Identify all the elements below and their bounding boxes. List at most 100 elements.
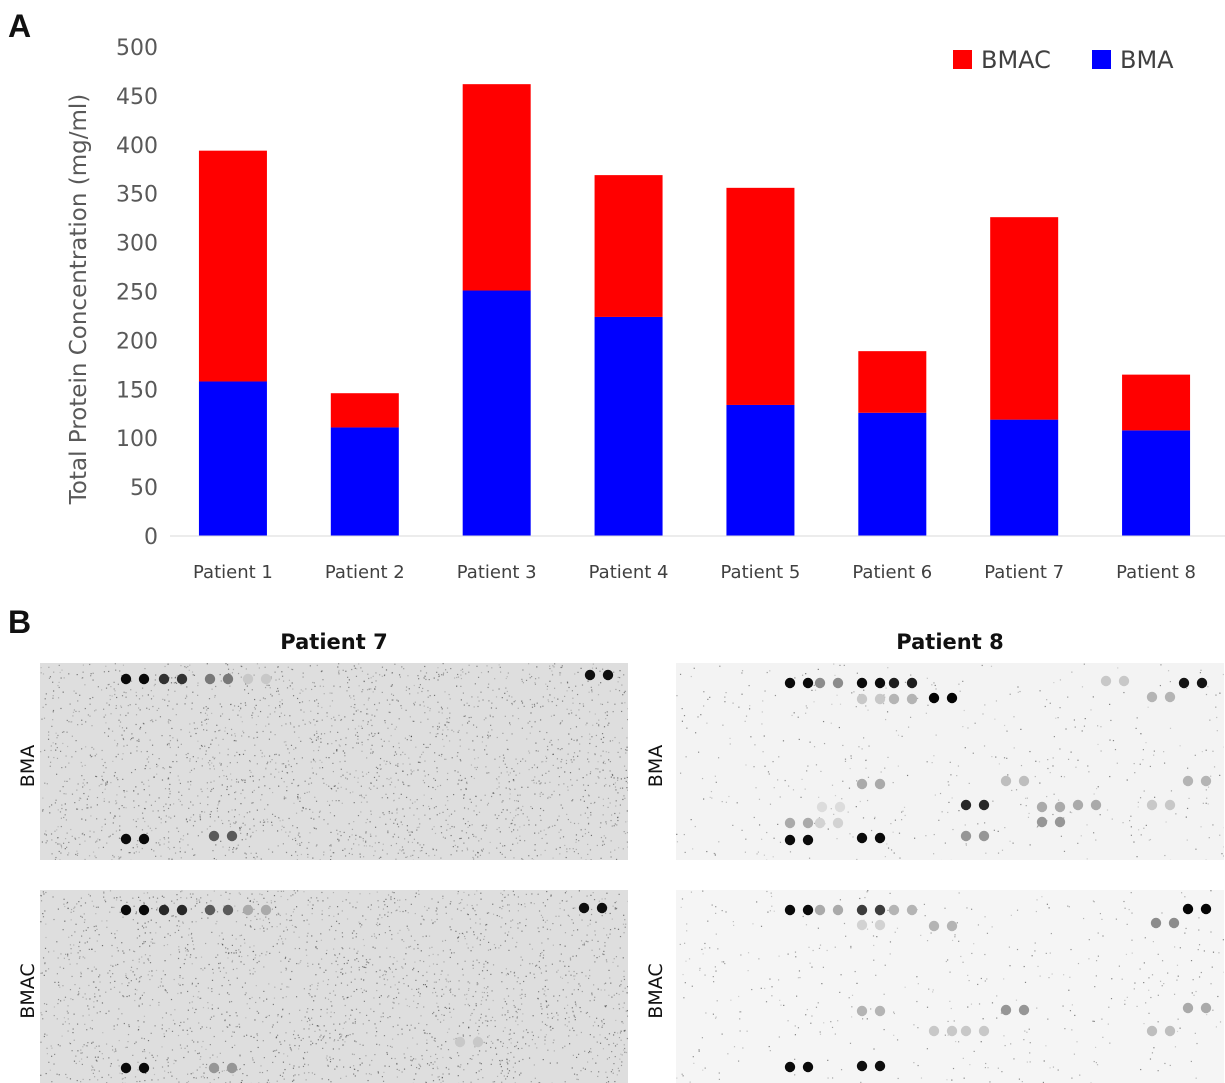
blot-noise <box>180 992 182 994</box>
blot-noise <box>124 1077 126 1079</box>
blot-noise <box>390 735 392 737</box>
blot-noise <box>627 719 628 721</box>
blot-noise <box>501 1014 503 1016</box>
blot-noise <box>475 922 477 924</box>
blot-noise <box>427 774 430 776</box>
blot-noise <box>60 825 62 828</box>
blot-noise <box>388 812 390 814</box>
blot-noise <box>293 748 295 750</box>
blot-noise <box>431 898 433 900</box>
blot-noise <box>525 893 527 896</box>
blot-noise <box>167 689 170 691</box>
blot-noise <box>220 706 223 708</box>
blot-noise <box>99 839 101 841</box>
blot-noise <box>239 827 241 830</box>
blot-noise <box>487 962 489 964</box>
blot-noise <box>521 1020 523 1022</box>
blot-noise <box>577 755 579 757</box>
blot-noise <box>153 850 155 852</box>
blot-noise <box>515 1020 517 1022</box>
blot-noise <box>346 690 348 692</box>
blot-noise <box>538 832 540 834</box>
blot-noise <box>424 760 426 762</box>
blot-noise <box>602 840 604 842</box>
blot-noise <box>507 1009 509 1012</box>
blot-noise <box>440 832 443 834</box>
blot-noise <box>480 933 482 935</box>
blot-noise <box>480 671 483 674</box>
blot-noise <box>546 928 549 930</box>
blot-noise <box>448 1007 451 1009</box>
blot-noise <box>135 703 137 705</box>
blot-noise <box>309 994 311 996</box>
blot-noise <box>298 947 301 950</box>
blot-noise <box>509 724 511 726</box>
blot-noise <box>410 773 412 775</box>
blot-noise <box>495 707 497 709</box>
blot-noise <box>361 727 363 729</box>
blot-noise <box>224 854 227 857</box>
blot-noise <box>381 916 383 919</box>
x-axis-ticks: Patient 1 Patient 2 Patient 3 Patient 4 Pati… <box>193 562 1196 583</box>
blot-noise <box>615 688 617 691</box>
blot-noise <box>219 752 221 754</box>
blot-noise <box>492 1042 494 1044</box>
blot-noise <box>610 982 612 984</box>
blot-spot <box>138 833 150 845</box>
blot-noise <box>50 749 52 752</box>
blot-noise <box>513 971 516 973</box>
blot-noise <box>166 744 169 746</box>
blot-noise <box>448 1003 450 1005</box>
blot-noise <box>496 828 498 831</box>
blot-noise <box>179 851 181 853</box>
blot-noise <box>570 779 572 781</box>
blot-noise <box>59 750 62 752</box>
blot-noise <box>606 1058 609 1060</box>
blot-noise <box>498 776 500 778</box>
blot-noise <box>572 922 574 924</box>
blot-noise <box>387 996 389 998</box>
blot-noise <box>457 846 459 848</box>
blot-noise <box>548 770 550 772</box>
blot-noise <box>491 1059 494 1061</box>
blot-noise <box>41 972 43 974</box>
blot-noise <box>118 719 120 721</box>
blot-noise <box>280 895 282 898</box>
blot-noise <box>93 981 95 983</box>
blot-noise <box>317 736 319 738</box>
blot-noise <box>624 987 626 989</box>
blot-noise <box>522 669 524 671</box>
blot-noise <box>342 900 344 902</box>
blot-noise <box>551 673 554 676</box>
blot-noise <box>487 671 489 673</box>
blot-noise <box>566 1004 569 1006</box>
blot-noise <box>317 900 319 902</box>
blot-noise <box>207 707 209 709</box>
blot-noise <box>508 1070 511 1072</box>
blot-noise <box>567 982 569 984</box>
blot-noise <box>145 765 147 767</box>
blot-noise <box>411 771 413 773</box>
blot-noise <box>119 991 121 993</box>
blot-noise <box>48 1061 50 1063</box>
blot-noise <box>530 806 532 808</box>
blot-noise <box>337 964 339 966</box>
blot-noise <box>254 858 256 860</box>
blot-noise <box>339 1037 341 1039</box>
blot-noise <box>143 892 145 894</box>
blot-noise <box>333 948 335 950</box>
blot-noise <box>595 1062 597 1064</box>
blot-noise <box>374 826 377 828</box>
blot-noise <box>129 739 132 741</box>
blot-noise <box>40 1074 42 1076</box>
blot-noise <box>237 910 239 912</box>
blot-noise <box>474 1046 476 1048</box>
y-axis-label: Total Protein Concentration (mg/ml) <box>66 94 92 505</box>
blot-noise <box>426 1049 428 1051</box>
blot-noise <box>326 800 329 802</box>
blot-noise <box>178 779 180 781</box>
blot-noise <box>386 905 388 908</box>
blot-noise <box>576 972 578 975</box>
blot-noise <box>42 706 44 708</box>
blot-noise <box>410 1024 412 1026</box>
